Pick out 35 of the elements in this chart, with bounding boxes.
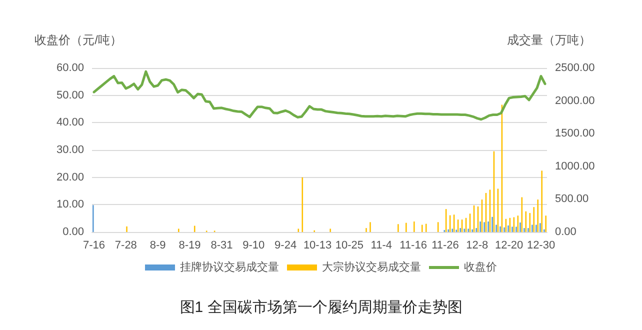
y-tick-label: 0.00 (62, 226, 84, 238)
x-tick-label: 12-8 (466, 240, 488, 252)
y2-tick-label: 500.00 (555, 193, 589, 206)
line-series (92, 70, 546, 121)
y2-tick-label: 1000.00 (555, 160, 595, 172)
legend-label: 挂牌协议交易成交量 (180, 260, 279, 274)
x-tick-label: 8-19 (178, 240, 201, 252)
y-axis-title: 收盘价（元/吨） (34, 33, 122, 47)
y-tick-label: 30.00 (56, 144, 84, 156)
x-tick-label: 7-16 (82, 240, 106, 252)
y-tick-label: 10.00 (56, 198, 84, 211)
x-tick-label: 8-9 (150, 240, 166, 252)
y2-tick-label: 2000.00 (555, 94, 595, 107)
y-tick-label: 60.00 (56, 62, 84, 74)
x-tick-label: 9-24 (274, 240, 297, 252)
x-tick-label: 12-20 (495, 240, 524, 252)
y-tick-label: 40.00 (56, 116, 84, 129)
legend-label: 收盘价 (464, 262, 497, 274)
y-tick-label: 20.00 (56, 171, 84, 184)
x-tick-label: 11-16 (400, 240, 427, 252)
text: 图1 全国碳市场第一个履约周期量价走势图 (180, 299, 462, 316)
y2-tick-label: 1500.00 (555, 128, 595, 140)
y2-axis-title: 成交量（万吨） (507, 33, 591, 47)
legend-label: 大宗协议交易成交量 (322, 260, 421, 274)
x-tick-label: 11-26 (432, 240, 459, 252)
x-tick-label: 7-28 (114, 240, 137, 252)
x-tick-label: 10-25 (335, 240, 364, 252)
x-tick-label: 9-10 (242, 240, 265, 252)
x-tick-label: 8-31 (210, 240, 233, 252)
x-tick-label: 11-4 (370, 240, 392, 252)
y2-tick-label: 0.00 (555, 226, 576, 238)
y2-tick-label: 2500.00 (555, 62, 595, 74)
x-tick-label: 10-13 (303, 240, 332, 252)
x-tick-label: 12-30 (526, 240, 556, 252)
y-tick-label: 50.00 (56, 89, 84, 102)
